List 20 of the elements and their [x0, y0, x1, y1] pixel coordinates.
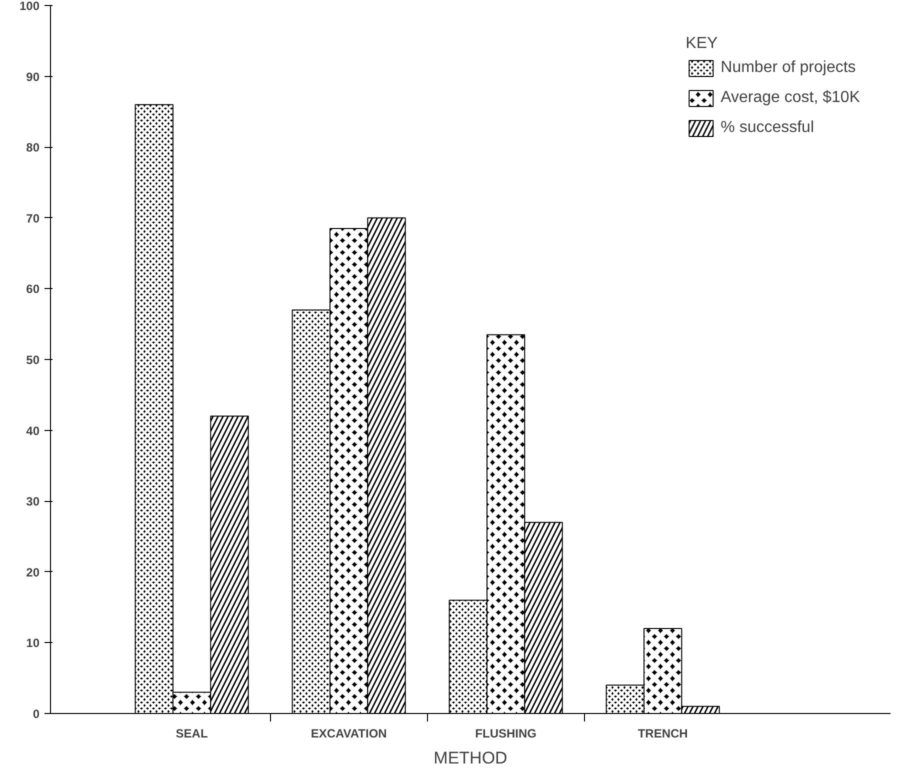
x-tick-label: EXCAVATION — [310, 726, 387, 740]
x-tick-label: TRENCH — [638, 726, 688, 740]
x-axis-title: METHOD — [434, 748, 508, 768]
y-tick-label: 50 — [26, 353, 40, 367]
y-tick-label: 20 — [26, 565, 40, 580]
x-tick-label: FLUSHING — [475, 726, 537, 740]
legend-label: Number of projects — [720, 59, 856, 77]
y-tick-label: 0 — [32, 707, 40, 721]
y-tick-label: 60 — [26, 282, 40, 296]
legend-title: KEY — [686, 35, 719, 53]
y-tick-label: 90 — [26, 70, 40, 84]
legend-label: Average cost, $10K — [720, 89, 860, 107]
y-tick-label: 30 — [26, 494, 40, 509]
y-tick-label: 10 — [26, 636, 40, 650]
legend-label: % successful — [720, 119, 814, 137]
y-tick-label: 40 — [26, 424, 40, 438]
y-tick-label: 70 — [26, 211, 40, 226]
y-tick-label: 80 — [26, 140, 40, 155]
y-tick-label: 100 — [19, 0, 40, 13]
x-tick-label: SEAL — [176, 726, 208, 740]
